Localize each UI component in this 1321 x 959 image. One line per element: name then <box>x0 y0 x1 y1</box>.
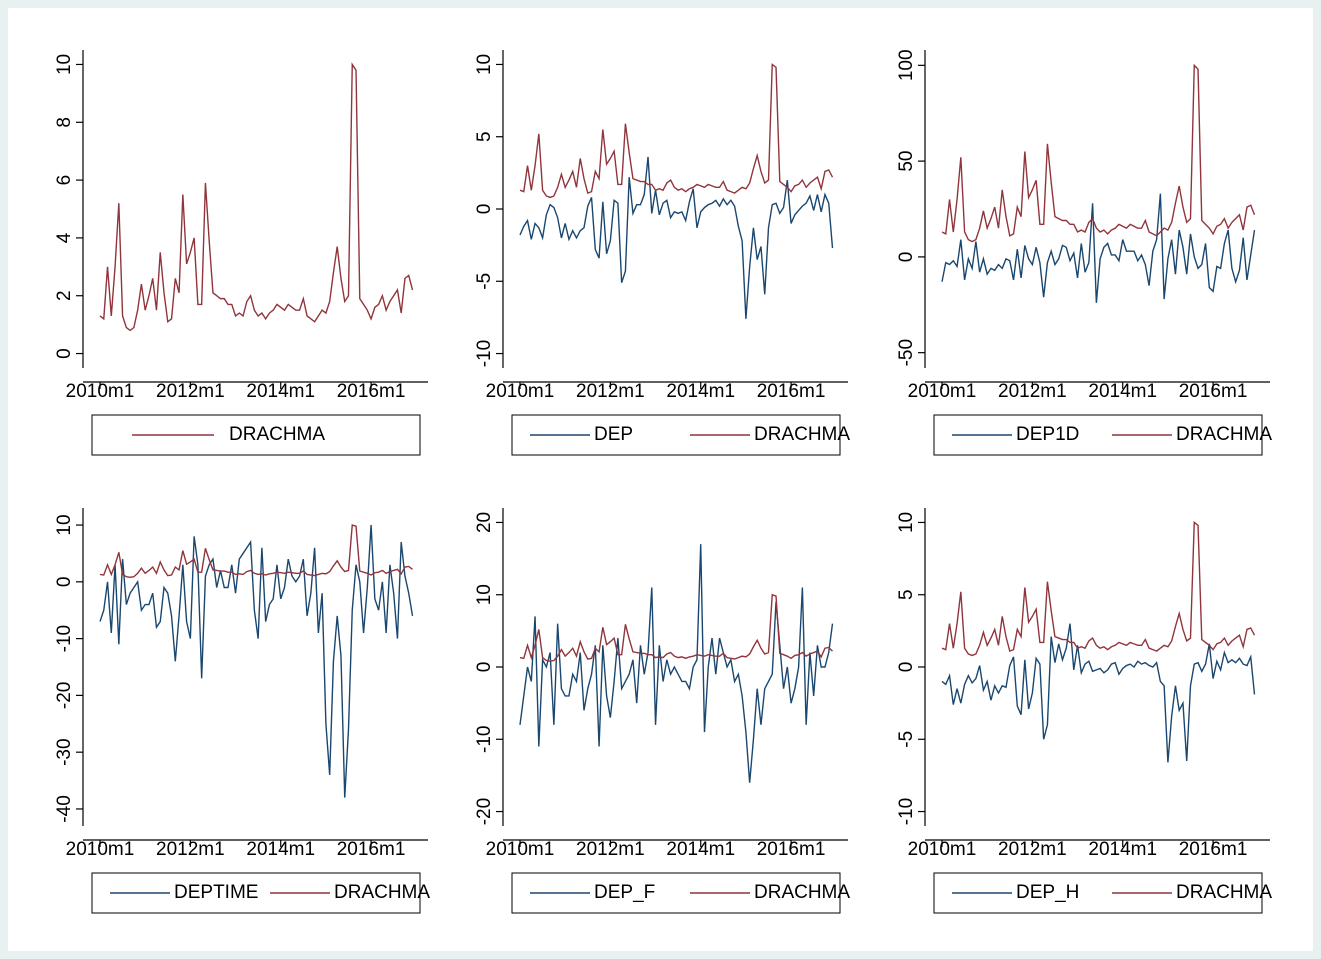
x-tick-label: 2012m1 <box>576 839 645 860</box>
legend-label: DEP <box>594 424 633 445</box>
x-tick-label: 2010m1 <box>908 381 977 402</box>
y-tick-label: 4 <box>54 232 75 243</box>
panel: -10 -5 0 5 10 2010m1 2012m1 2014m1 2016m1 DEP DRAC… <box>474 50 850 456</box>
y-tick-label: 0 <box>474 662 495 673</box>
x-tick-label: 2014m1 <box>1088 839 1157 860</box>
y-tick-label: 6 <box>54 175 75 186</box>
graph-region <box>8 8 1313 951</box>
y-tick-label: 0 <box>896 252 917 263</box>
y-tick-label: -10 <box>474 726 495 753</box>
panel: -10 -5 0 5 10 2010m1 2012m1 2014m1 2016m1 DEP_H DR… <box>896 508 1272 914</box>
series-line <box>519 63 834 199</box>
y-tick-label: -10 <box>54 625 75 652</box>
y-tick-label: 8 <box>54 117 75 128</box>
y-tick-label: 10 <box>896 512 917 533</box>
y-tick-label: 0 <box>54 348 75 359</box>
y-tick-label: 10 <box>474 54 495 75</box>
series-line <box>941 521 1256 657</box>
x-tick-label: 2010m1 <box>486 381 555 402</box>
x-tick-label: 2014m1 <box>246 381 315 402</box>
y-tick-label: 5 <box>474 131 495 142</box>
x-tick-label: 2016m1 <box>757 381 826 402</box>
x-tick-label: 2016m1 <box>337 381 406 402</box>
y-tick-label: -20 <box>474 798 495 825</box>
x-tick-label: 2016m1 <box>337 839 406 860</box>
x-tick-label: 2012m1 <box>998 381 1067 402</box>
y-tick-label: -20 <box>54 682 75 709</box>
y-tick-label: 10 <box>54 54 75 75</box>
series-line <box>941 63 1256 243</box>
legend-label: DEP1D <box>1016 424 1079 445</box>
x-tick-label: 2014m1 <box>666 839 735 860</box>
y-tick-label: 0 <box>474 204 495 215</box>
y-tick-label: 10 <box>54 514 75 535</box>
x-tick-label: 2016m1 <box>757 839 826 860</box>
x-tick-label: 2010m1 <box>908 839 977 860</box>
x-tick-label: 2016m1 <box>1179 381 1248 402</box>
x-tick-label: 2012m1 <box>998 839 1067 860</box>
y-tick-label: 2 <box>54 290 75 301</box>
y-tick-label: 10 <box>474 584 495 605</box>
panel: -50 0 50 100 2010m1 2012m1 2014m1 2016m1 DEP1D DR… <box>896 49 1272 456</box>
x-tick-label: 2010m1 <box>66 381 135 402</box>
legend-label: DRACHMA <box>1176 424 1272 445</box>
y-tick-label: 100 <box>896 49 917 81</box>
x-tick-label: 2014m1 <box>666 381 735 402</box>
legend-label: DEP_F <box>594 882 655 903</box>
series-line <box>941 193 1256 303</box>
x-tick-label: 2012m1 <box>156 839 225 860</box>
y-tick-label: -50 <box>896 339 917 366</box>
y-tick-label: -30 <box>54 738 75 765</box>
series-line <box>99 524 413 578</box>
y-tick-label: 50 <box>896 151 917 172</box>
series-line <box>519 593 833 662</box>
y-tick-label: 5 <box>896 589 917 600</box>
y-tick-label: 20 <box>474 512 495 533</box>
x-tick-label: 2014m1 <box>246 839 315 860</box>
y-tick-label: -40 <box>54 795 75 822</box>
y-tick-label: -10 <box>474 340 495 367</box>
panel: -40 -30 -20 -10 0 10 2010m1 2012m1 2014m1 2016m1 D… <box>54 508 430 914</box>
x-tick-label: 2014m1 <box>1088 381 1157 402</box>
legend-label: DRACHMA <box>334 882 430 903</box>
x-tick-label: 2010m1 <box>486 839 555 860</box>
x-tick-label: 2010m1 <box>66 839 135 860</box>
panel: 0 2 4 6 8 10 2010m1 2012m1 2014m1 2016m1 DRACHMA <box>54 50 428 456</box>
legend-label: DRACHMA <box>1176 882 1272 903</box>
legend-label: DEP_H <box>1016 882 1079 903</box>
y-tick-label: 0 <box>54 577 75 588</box>
legend-label: DEPTIME <box>174 882 258 903</box>
series-line <box>99 524 414 798</box>
y-tick-label: -5 <box>896 731 917 748</box>
y-tick-label: -10 <box>896 798 917 825</box>
legend-label: DRACHMA <box>754 882 850 903</box>
y-tick-label: -5 <box>474 273 495 290</box>
x-tick-label: 2012m1 <box>156 381 225 402</box>
panel: -20 -10 0 10 20 2010m1 2012m1 2014m1 2016m1 DEP_F… <box>474 508 850 914</box>
series-line <box>519 156 834 319</box>
series-line <box>941 623 1256 763</box>
legend-label: DRACHMA <box>754 424 850 445</box>
legend-label: DRACHMA <box>229 424 325 445</box>
series-line <box>99 62 414 332</box>
y-tick-label: 0 <box>896 662 917 673</box>
x-tick-label: 2016m1 <box>1179 839 1248 860</box>
x-tick-label: 2012m1 <box>576 381 645 402</box>
